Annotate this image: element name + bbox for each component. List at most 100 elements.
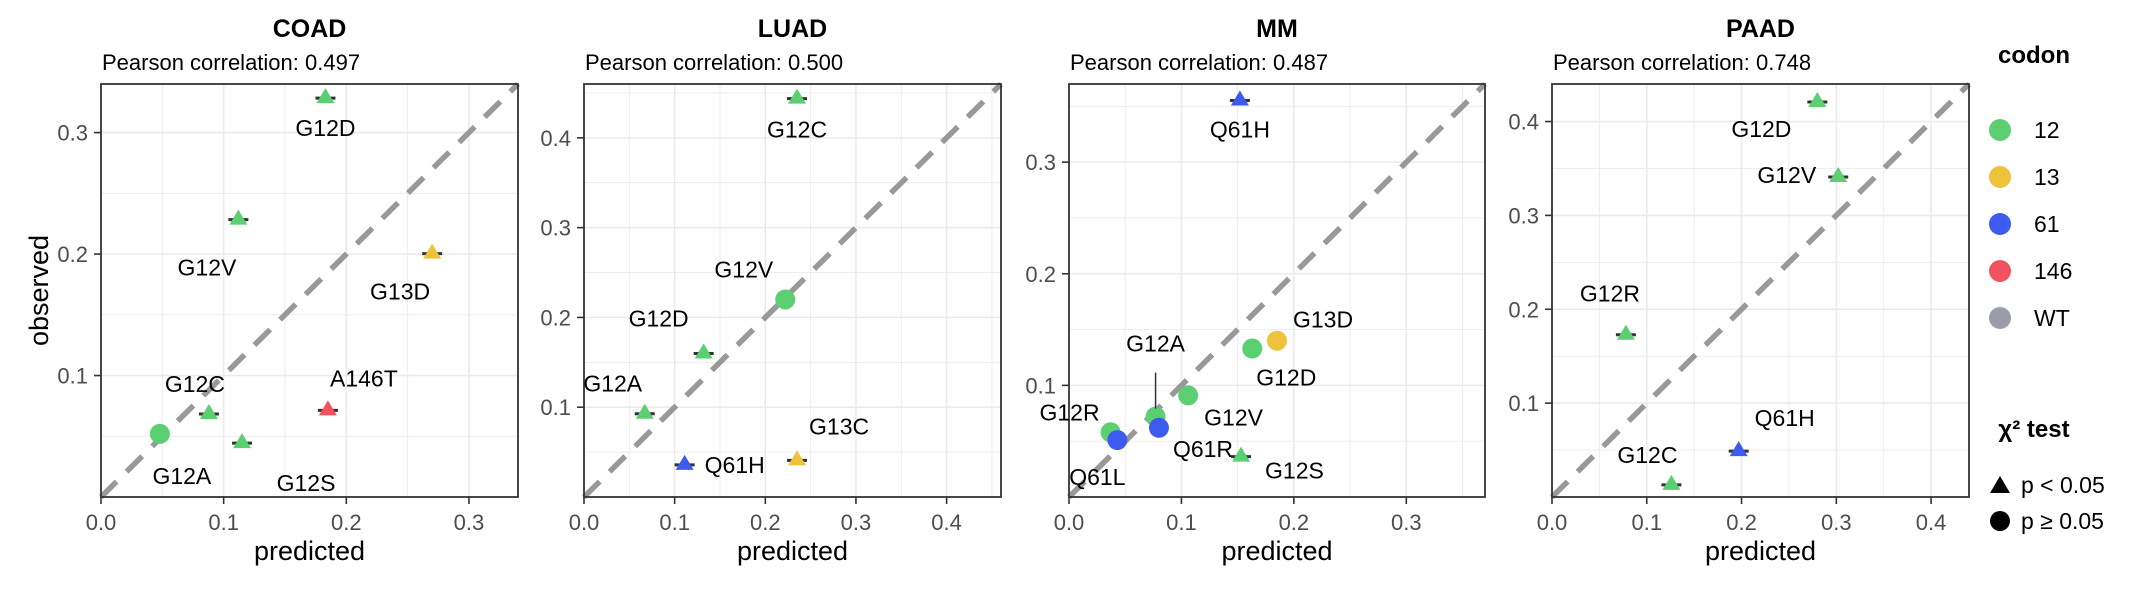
x-axis-title: predicted <box>1705 536 1816 566</box>
y-tick-label: 0.3 <box>1025 150 1056 175</box>
gridlines <box>584 84 1001 497</box>
y-tick-label: 0.2 <box>1508 297 1539 322</box>
panel-subtitle: Pearson correlation: 0.748 <box>1553 50 1811 75</box>
data-point-g12a: G12A <box>583 371 655 419</box>
data-point-g12s: G12S <box>232 433 335 496</box>
point-label: G12A <box>1126 331 1185 357</box>
x-tick-label: 0.2 <box>750 510 781 535</box>
data-point-q61l: Q61L <box>1069 430 1128 490</box>
y-tick-label: 0.2 <box>540 305 571 330</box>
panel-title: LUAD <box>758 15 827 43</box>
x-tick-label: 0.1 <box>659 510 690 535</box>
point-label: G12V <box>1204 404 1263 430</box>
legend-label: WT <box>2034 305 2070 331</box>
legend-swatch <box>1989 260 2011 282</box>
data-point-g12v: G12V <box>714 256 796 310</box>
data-point-a146t: A146T <box>317 365 398 416</box>
panel-subtitle: Pearson correlation: 0.487 <box>1070 50 1328 75</box>
legend-item-codon-12: 12 <box>1989 117 2060 143</box>
data-point-g12s: G12S <box>1231 446 1324 484</box>
point-label: G12V <box>178 255 237 281</box>
legend-label: 146 <box>2034 258 2072 284</box>
triangle-marker <box>675 454 694 470</box>
triangle-marker <box>1616 324 1635 340</box>
data-points: G12C G12V G12D G12A G13C Q61H <box>583 88 869 478</box>
point-label: G12C <box>1617 442 1677 468</box>
triangle-marker <box>1662 474 1681 490</box>
x-tick-label: 0.0 <box>569 510 600 535</box>
x-tick-label: 0.1 <box>208 510 239 535</box>
triangle-marker <box>1829 167 1848 183</box>
circle-marker <box>1148 417 1169 438</box>
point-label: G12R <box>1580 281 1640 307</box>
identity-line <box>582 82 1003 499</box>
circle-marker <box>1107 430 1128 451</box>
identity-line <box>1067 82 1487 499</box>
legend-item-codon-wt: WT <box>1989 305 2070 331</box>
legend-test-title: χ² test <box>1998 416 2069 443</box>
data-point-q61h: Q61H <box>1728 405 1815 457</box>
panel-title: MM <box>1256 15 1298 43</box>
point-label: G12V <box>1757 162 1816 188</box>
data-points: G12D G12V G12R Q61H G12C <box>1580 91 1849 490</box>
triangle-marker <box>229 209 248 225</box>
panels: 0.0 0.1 0.2 0.3 0.1 0.2 0.3 COAD Pearson correla… <box>24 15 1971 566</box>
circle-marker <box>1242 338 1263 359</box>
gridlines <box>1552 84 1969 497</box>
legend-label: 12 <box>2034 117 2060 143</box>
legend-item-codon-13: 13 <box>1989 164 2060 190</box>
legend-label: 61 <box>2034 211 2060 237</box>
point-label: G12R <box>1040 399 1100 425</box>
panel-title: PAAD <box>1726 15 1795 43</box>
x-tick-label: 0.1 <box>1166 510 1197 535</box>
data-point-g12a: G12A <box>149 423 212 489</box>
triangle-marker <box>423 243 442 259</box>
data-point-g12c: G12C <box>165 371 225 419</box>
triangle-marker <box>788 88 807 104</box>
point-label: G12S <box>1265 458 1324 484</box>
triangle-marker <box>199 403 218 419</box>
panel-border <box>583 83 1002 498</box>
x-tick-label: 0.2 <box>1726 510 1757 535</box>
point-label: Q61H <box>705 452 765 478</box>
x-tick-label: 0.4 <box>1916 510 1947 535</box>
legend-label: p < 0.05 <box>2021 472 2105 498</box>
x-tick-label: 0.3 <box>1821 510 1852 535</box>
y-axis-title: observed <box>24 235 54 346</box>
y-tick-label: 0.2 <box>1025 262 1056 287</box>
point-label: G12S <box>277 470 336 496</box>
data-point-q61r: Q61R <box>1148 417 1233 462</box>
point-label: G12D <box>1731 116 1791 142</box>
data-point-g12d: G12D <box>295 88 355 141</box>
identity-line <box>99 82 520 499</box>
panel-title: COAD <box>273 15 347 43</box>
point-label: Q61R <box>1173 436 1233 462</box>
triangle-marker <box>318 400 337 416</box>
y-tick-label: 0.1 <box>57 364 88 389</box>
data-point-g13d: G13D <box>1267 307 1353 351</box>
legend-item-test-1: p ≥ 0.05 <box>1990 508 2104 534</box>
panel-subtitle: Pearson correlation: 0.500 <box>585 50 843 75</box>
triangle-marker <box>635 403 654 419</box>
panel-paad: 0.0 0.1 0.2 0.3 0.4 0.1 0.2 0.3 0.4 PAAD Pearson c… <box>1508 15 1971 566</box>
point-label: G12A <box>152 463 211 489</box>
triangle-marker <box>1808 91 1827 107</box>
point-label: G12C <box>767 117 827 143</box>
circle-marker <box>149 423 170 444</box>
triangle-swatch <box>1990 476 2010 493</box>
circle-marker <box>1178 385 1199 406</box>
point-label: G13C <box>809 413 869 439</box>
panel-border <box>1551 83 1970 498</box>
x-tick-label: 0.0 <box>86 510 117 535</box>
data-point-g12d: G12D <box>629 306 714 359</box>
point-label: G12D <box>1256 365 1316 391</box>
point-label: G12C <box>165 371 225 397</box>
data-point-g12d: G12D <box>1242 338 1316 391</box>
point-label: Q61L <box>1069 464 1125 490</box>
triangle-marker <box>1230 90 1249 106</box>
point-label: G12D <box>295 115 355 141</box>
legend-label: p ≥ 0.05 <box>2021 508 2104 534</box>
x-axis-title: predicted <box>254 536 365 566</box>
x-axis-title: predicted <box>737 536 848 566</box>
